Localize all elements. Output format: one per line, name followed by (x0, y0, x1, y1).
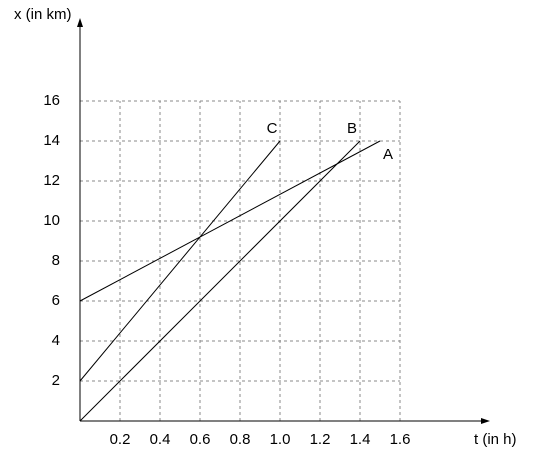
series-label: A (383, 146, 393, 163)
x-axis-label: t (in h) (474, 431, 517, 448)
y-tick-label: 14 (43, 132, 60, 149)
x-tick-label: 0.8 (230, 431, 251, 448)
y-tick-label: 10 (43, 212, 60, 229)
series-label: B (347, 120, 357, 137)
series-line (79, 140, 361, 422)
y-tick-label: 16 (43, 92, 60, 109)
y-tick-label: 4 (52, 332, 60, 349)
series-line (79, 140, 281, 382)
x-tick-label: 1.2 (310, 431, 331, 448)
x-tick-label: 0.2 (110, 431, 131, 448)
y-axis-label: x (in km) (14, 6, 72, 23)
x-tick-label: 1.4 (350, 431, 371, 448)
y-tick-label: 12 (43, 172, 60, 189)
y-axis-arrow (77, 18, 83, 27)
x-tick-label: 0.4 (150, 431, 171, 448)
series-line (79, 140, 381, 302)
y-tick-label: 6 (52, 292, 60, 309)
series-label: C (267, 120, 278, 137)
y-tick-label: 2 (52, 372, 60, 389)
x-tick-label: 1.0 (270, 431, 291, 448)
y-tick-label: 8 (52, 252, 60, 269)
x-tick-label: 0.6 (190, 431, 211, 448)
x-axis-arrow (481, 418, 490, 424)
x-tick-label: 1.6 (390, 431, 411, 448)
